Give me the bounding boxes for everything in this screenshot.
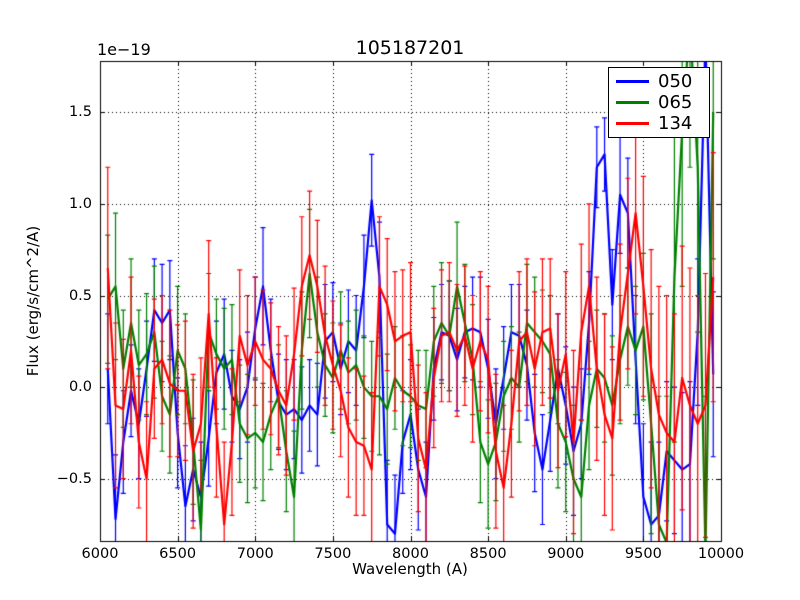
legend-entry: 065	[616, 91, 702, 113]
x-tick-label: 7000	[236, 546, 274, 562]
y-tick-label: 0.5	[68, 287, 92, 304]
x-tick-label: 6500	[159, 546, 197, 562]
y-tick-label: −0.5	[56, 470, 92, 487]
x-tick-label: 6000	[81, 546, 119, 562]
legend-entry-label: 065	[658, 91, 693, 113]
y-tick-label: 1.5	[68, 104, 92, 121]
legend-entry-label: 050	[658, 70, 693, 92]
y-tick-label: 0.0	[68, 379, 92, 396]
plot-title: 105187201	[355, 37, 465, 59]
legend-entry: 050	[616, 70, 702, 92]
x-tick-label: 7500	[314, 546, 352, 562]
legend-entry-label: 134	[658, 112, 693, 134]
x-tick-label: 9500	[624, 546, 662, 562]
x-axis-label: Wavelength (A)	[352, 560, 468, 578]
legend-line-sample-blue	[616, 80, 649, 83]
legend: 050 065 134	[608, 67, 710, 138]
legend-entry: 134	[616, 112, 702, 134]
x-tick-label: 8500	[469, 546, 507, 562]
x-tick-label: 9000	[547, 546, 585, 562]
legend-line-sample-green	[616, 101, 649, 104]
y-axis-label: Flux (erg/s/cm^2/A)	[24, 225, 42, 377]
y-tick-label: 1.0	[68, 195, 92, 212]
y-axis-offset-label: 1e−19	[97, 40, 151, 59]
x-tick-label: 10000	[697, 546, 745, 562]
legend-line-sample-red	[616, 122, 649, 125]
x-tick-label: 8000	[392, 546, 429, 562]
